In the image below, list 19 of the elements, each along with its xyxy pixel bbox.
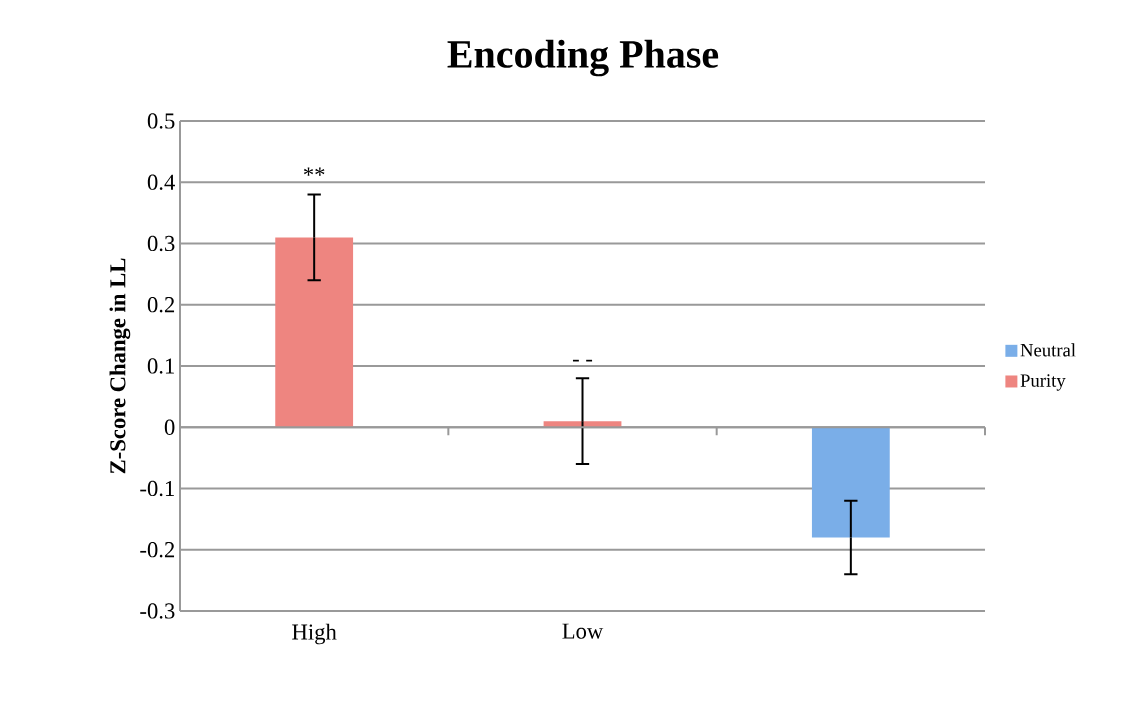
y-axis-title: Z-Score Change in LL <box>109 258 131 474</box>
legend-label: Purity <box>1020 374 1066 391</box>
y-tick-label: -0.3 <box>140 603 175 619</box>
annotation: - - <box>572 359 593 362</box>
y-tick-label: 0.3 <box>147 235 175 252</box>
x-tick-label: Low <box>562 623 604 639</box>
bar <box>811 427 890 538</box>
x-tick-label: High <box>292 623 337 645</box>
y-tick-label: 0.1 <box>147 358 174 374</box>
legend-label: Neutral <box>1020 343 1076 357</box>
y-tick-label: 0 <box>164 419 175 435</box>
bar <box>275 237 354 428</box>
y-tick-label: 0.2 <box>147 297 175 313</box>
y-tick-label: -0.2 <box>140 542 175 558</box>
chart-title: Encoding Phase <box>447 39 719 77</box>
y-tick-label: 0.4 <box>147 174 175 190</box>
annotation: ** <box>303 167 325 176</box>
y-tick-label: -0.1 <box>140 480 174 497</box>
y-tick-label: 0.5 <box>147 113 175 129</box>
